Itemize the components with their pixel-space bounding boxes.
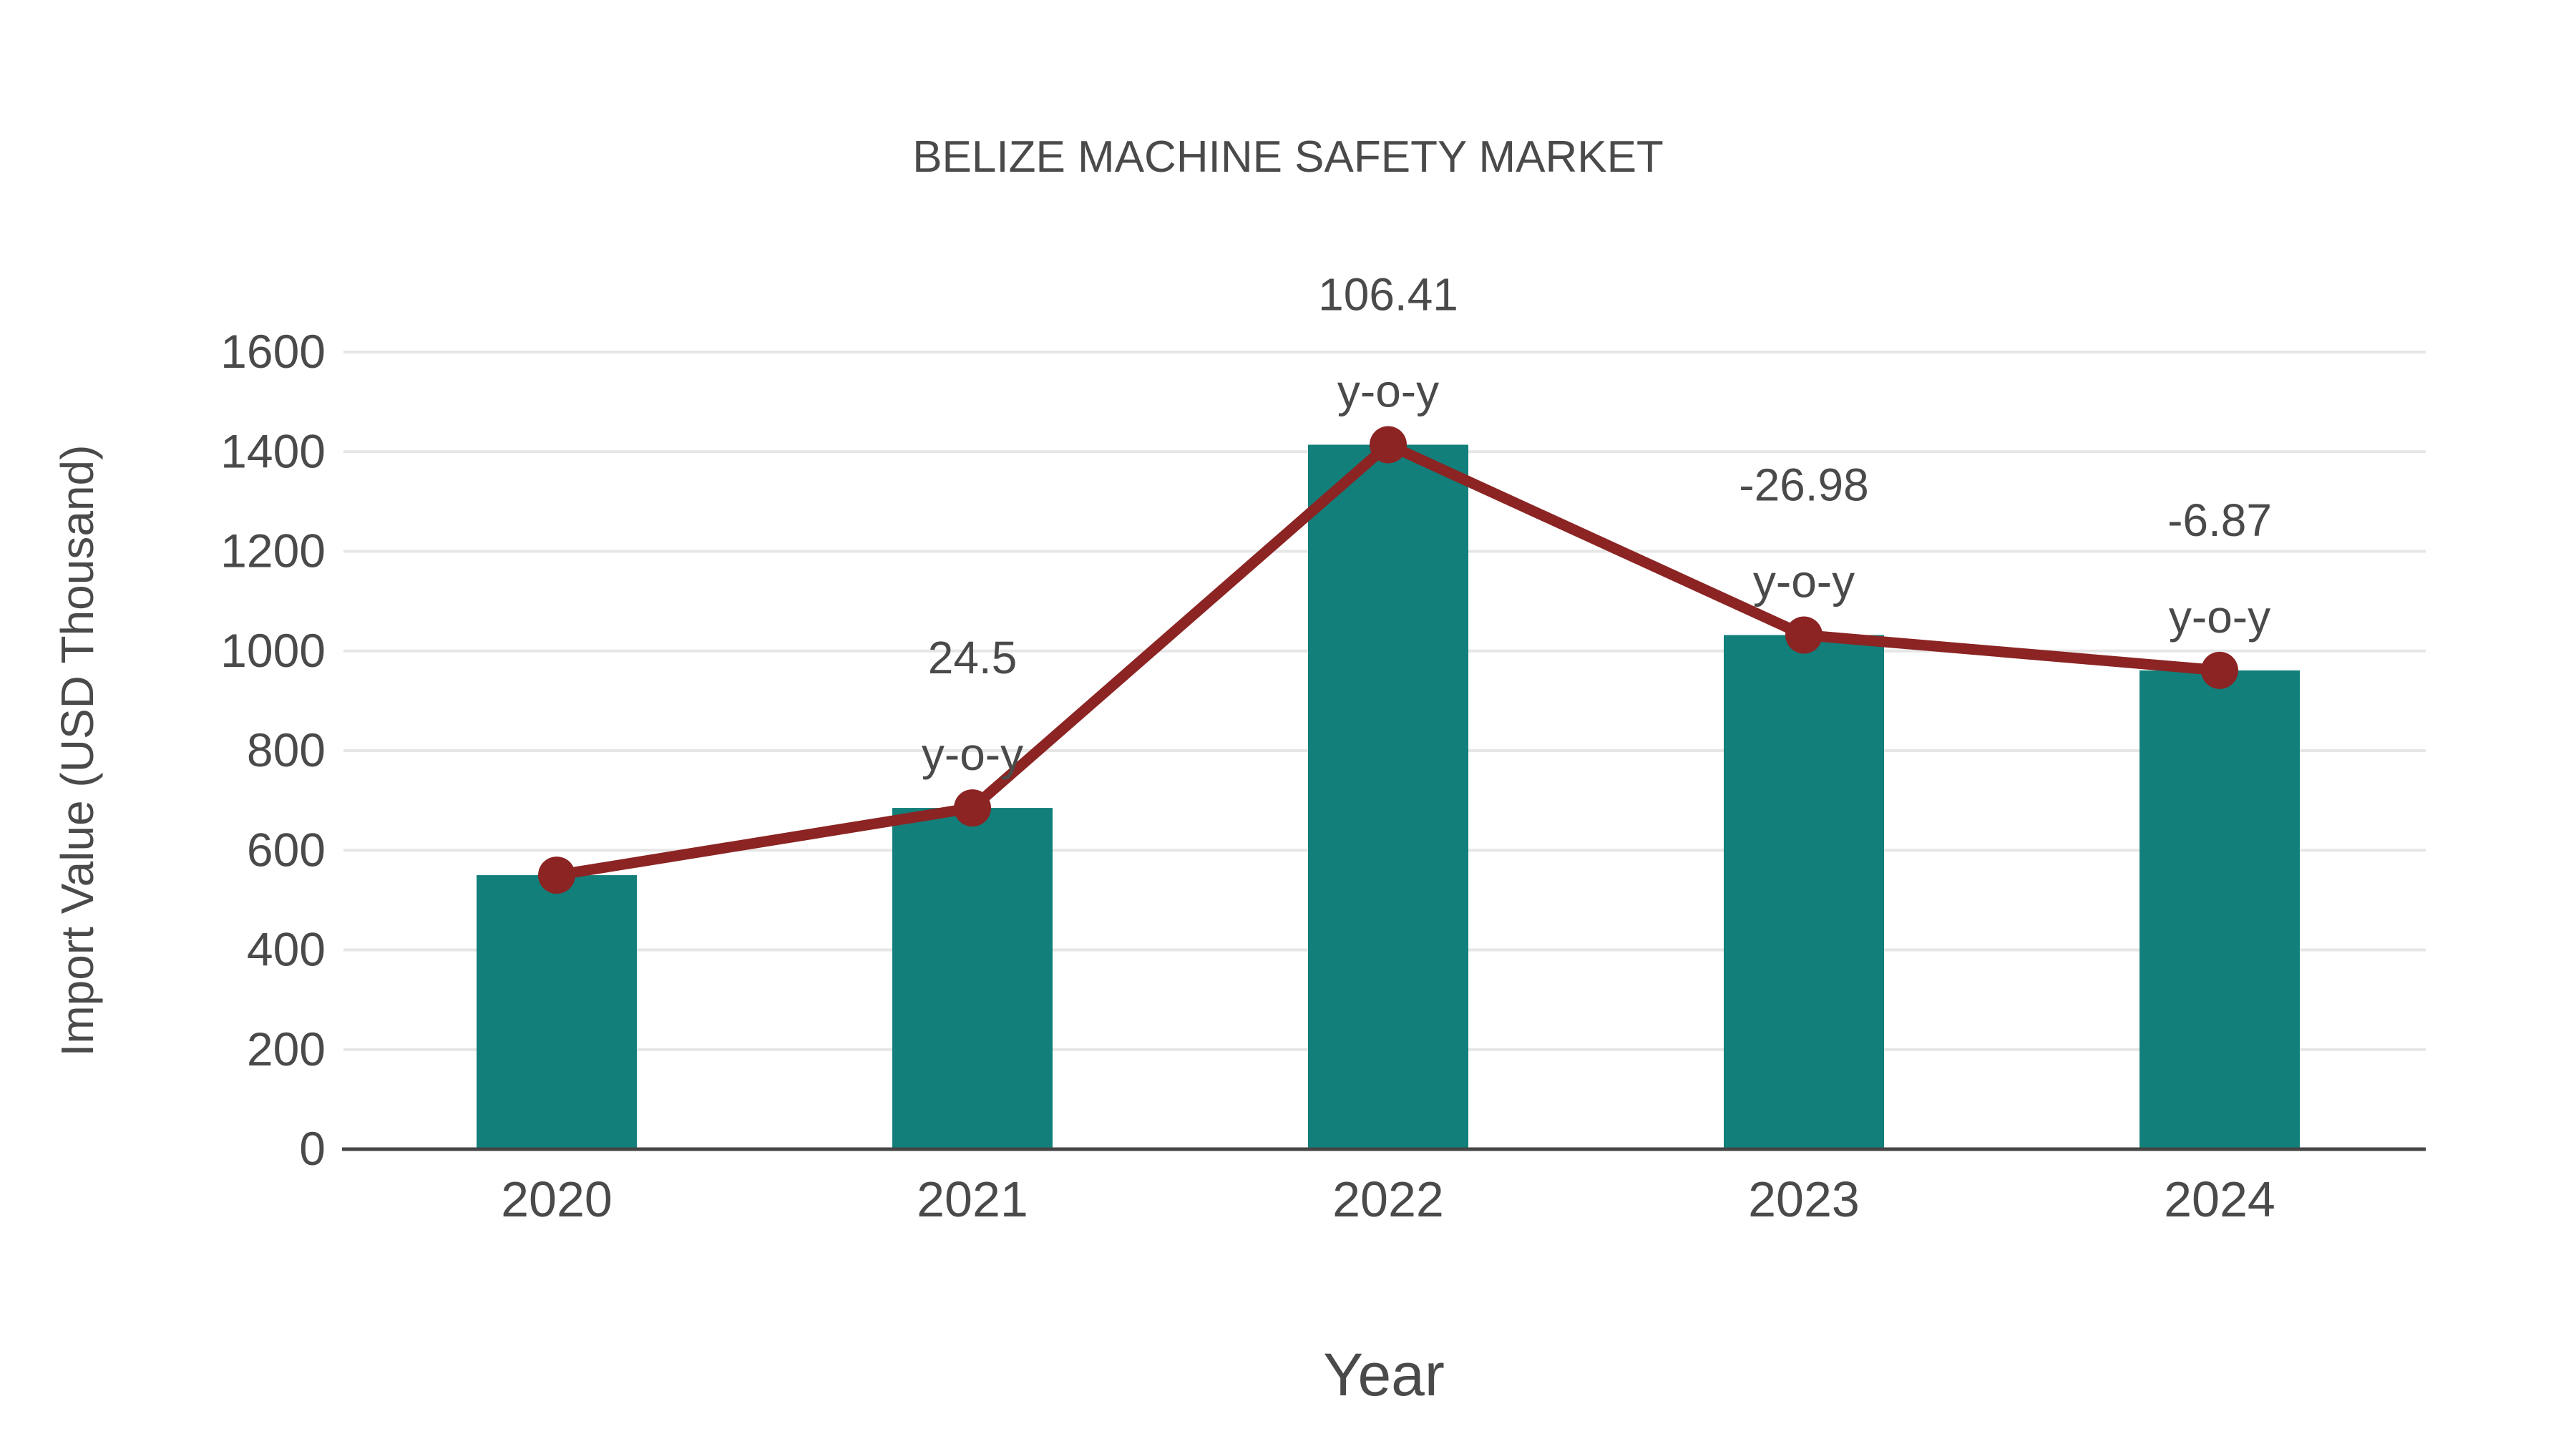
y-tick-label-800: 800 — [247, 723, 326, 776]
y-tick-labels: 0 200 400 600 800 1000 1200 1400 1600 — [220, 325, 326, 1175]
chart-title: BELIZE MACHINE SAFETY MARKET — [912, 132, 1664, 182]
marker-2024 — [2201, 651, 2238, 689]
annotation-label-2024: y-o-y — [2169, 591, 2270, 643]
y-tick-label-200: 200 — [247, 1023, 326, 1075]
bar-2024 — [2140, 670, 2300, 1149]
annotation-value-2021: 24.5 — [928, 632, 1018, 683]
y-tick-label-600: 600 — [247, 823, 326, 876]
trend-markers — [538, 426, 2238, 894]
bar-2021 — [892, 808, 1053, 1149]
annotation-label-2021: y-o-y — [922, 728, 1023, 780]
y-axis-title: Import Value (USD Thousand) — [52, 445, 103, 1057]
x-tick-label-2020: 2020 — [501, 1171, 613, 1227]
marker-2023 — [1785, 616, 1823, 654]
y-tick-label-0: 0 — [299, 1122, 326, 1175]
y-tick-label-400: 400 — [247, 923, 326, 976]
y-tick-label-1600: 1600 — [220, 325, 326, 378]
annotation-value-2023: -26.98 — [1739, 459, 1868, 510]
x-tick-labels: 2020 2021 2022 2023 2024 — [501, 1171, 2275, 1227]
marker-2020 — [538, 857, 575, 894]
marker-2021 — [954, 789, 991, 827]
bar-2020 — [477, 875, 637, 1149]
y-tick-label-1400: 1400 — [220, 424, 326, 477]
y-tick-label-1200: 1200 — [220, 525, 326, 577]
annotation-label-2022: y-o-y — [1337, 366, 1439, 417]
annotation-label-2023: y-o-y — [1753, 555, 1855, 607]
x-tick-label-2023: 2023 — [1748, 1171, 1860, 1227]
bar-series — [477, 444, 2300, 1149]
x-tick-label-2021: 2021 — [917, 1171, 1028, 1227]
marker-2022 — [1370, 426, 1407, 464]
x-tick-label-2024: 2024 — [2164, 1171, 2275, 1227]
annotations: 24.5 y-o-y 106.41 y-o-y -26.98 y-o-y -6.87 y-o-… — [922, 269, 2272, 781]
y-tick-label-1000: 1000 — [220, 624, 326, 677]
bar-2023 — [1724, 635, 1884, 1149]
annotation-value-2024: -6.87 — [2167, 494, 2272, 546]
x-tick-label-2022: 2022 — [1332, 1171, 1444, 1227]
x-axis-title: Year — [1323, 1341, 1445, 1408]
annotation-value-2022: 106.41 — [1318, 269, 1458, 321]
bar-2022 — [1308, 444, 1468, 1149]
